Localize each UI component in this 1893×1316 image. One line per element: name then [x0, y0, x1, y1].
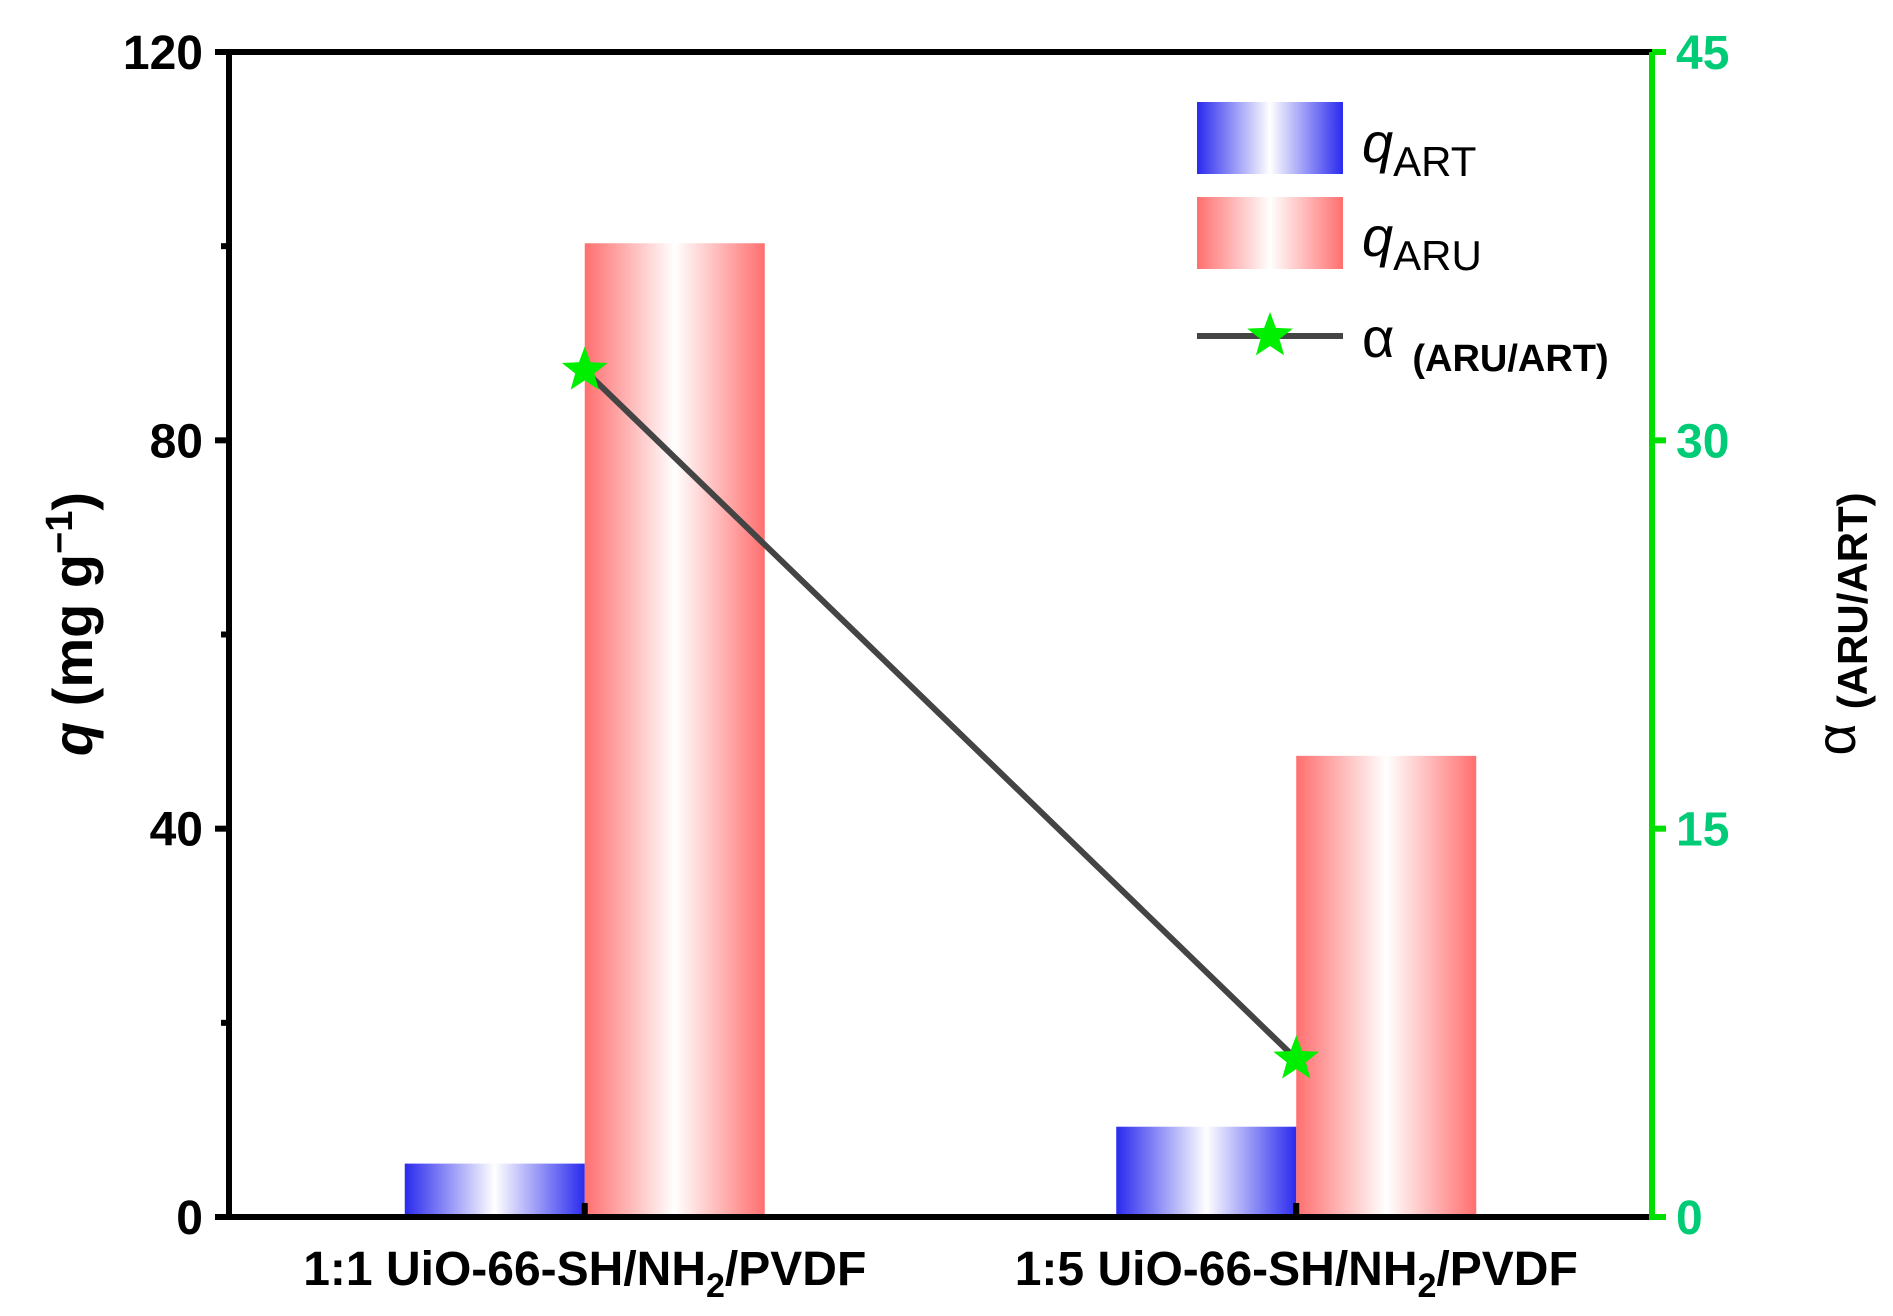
legend-label-qARU: qARU	[1362, 205, 1482, 279]
alpha-markers-layer	[561, 346, 1320, 1079]
left-axis-title: q (mg g−1)	[39, 492, 104, 756]
bar-qART-1	[1116, 1126, 1297, 1217]
left-tick-label-3: 120	[123, 27, 203, 80]
legend: qART qARU α (ARU/ART)	[1197, 102, 1609, 380]
left-tick-label-2: 80	[150, 415, 203, 468]
alpha-line	[582, 368, 1299, 1062]
alpha-line-layer	[582, 368, 1299, 1062]
legend-swatch-qART	[1197, 102, 1343, 174]
bar-qARU-1	[1296, 755, 1477, 1217]
x-category-label-1: 1:5 UiO-66-SH/NH2/PVDF	[1015, 1243, 1578, 1305]
bar-qARU-0	[584, 243, 765, 1218]
left-tick-label-1: 40	[150, 804, 203, 857]
bar-qART-0	[404, 1163, 585, 1217]
legend-star-marker	[1247, 312, 1293, 356]
right-axis-title: α(ARU/ART)	[1804, 492, 1876, 755]
axes-layer: 0 40 80 120 0 15 30 45 1:1 UiO-66-SH/NH2/PVDF 1:5…	[123, 27, 1729, 1305]
right-tick-label-2: 30	[1676, 415, 1729, 468]
right-tick-label-1: 15	[1676, 804, 1729, 857]
legend-label-alpha: α (ARU/ART)	[1362, 306, 1609, 380]
right-tick-label-0: 0	[1676, 1192, 1703, 1245]
legend-swatch-qARU	[1197, 197, 1343, 269]
left-tick-label-0: 0	[176, 1192, 203, 1245]
alpha-star-marker-0	[561, 346, 608, 390]
x-category-label-0: 1:1 UiO-66-SH/NH2/PVDF	[303, 1243, 866, 1305]
alpha-star-marker-1	[1273, 1035, 1320, 1079]
right-tick-label-3: 45	[1676, 27, 1729, 80]
legend-label-qART: qART	[1362, 111, 1476, 185]
bars-layer	[404, 243, 1477, 1218]
